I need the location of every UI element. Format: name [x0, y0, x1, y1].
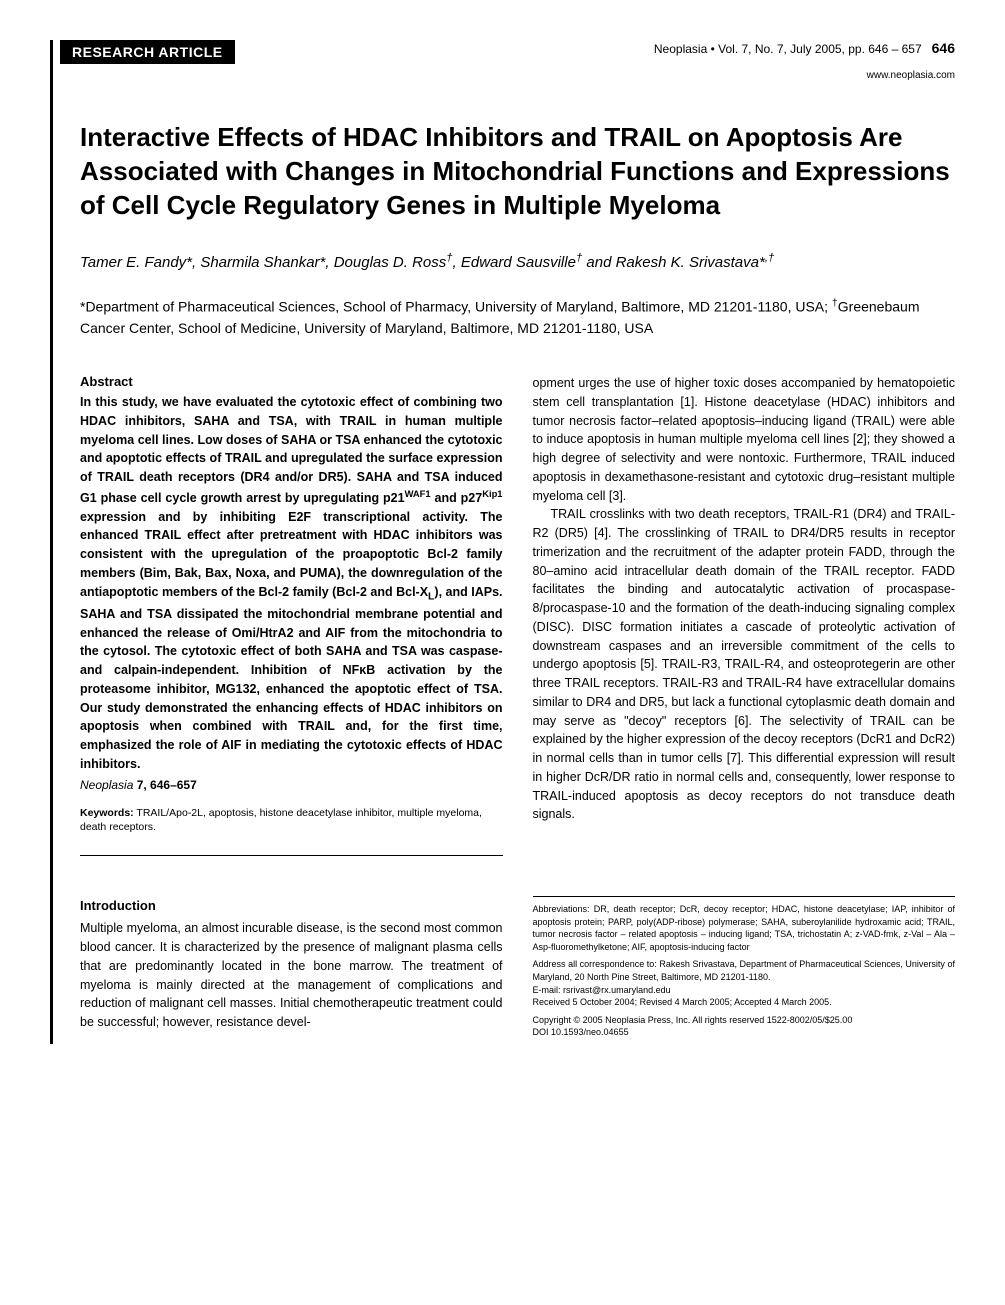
left-vertical-rule — [50, 40, 53, 1044]
body-paragraph-2: TRAIL crosslinks with two death receptor… — [533, 505, 956, 824]
abstract-divider — [80, 855, 503, 856]
affiliations: *Department of Pharmaceutical Sciences, … — [80, 296, 955, 339]
abstract-citation: Neoplasia 7, 646–657 — [80, 778, 503, 792]
left-column: Abstract In this study, we have evaluate… — [80, 374, 503, 856]
journal-citation: Neoplasia • Vol. 7, No. 7, July 2005, pp… — [654, 40, 955, 56]
body-paragraph-1: opment urges the use of higher toxic dos… — [533, 374, 956, 505]
keywords-label: Keywords: — [80, 807, 134, 819]
introduction-heading: Introduction — [80, 896, 503, 916]
abstract-heading: Abstract — [80, 374, 503, 389]
bullet-separator: • — [711, 42, 715, 56]
footnote-block: Abbreviations: DR, death receptor; DcR, … — [533, 896, 956, 1039]
received-text: Received 5 October 2004; Revised 4 March… — [533, 997, 832, 1007]
authors-list: Tamer E. Fandy*, Sharmila Shankar*, Doug… — [80, 252, 955, 271]
intro-right-column: Abbreviations: DR, death receptor; DcR, … — [533, 896, 956, 1044]
copyright-text: Copyright © 2005 Neoplasia Press, Inc. A… — [533, 1015, 853, 1025]
authors-text: Tamer E. Fandy*, Sharmila Shankar*, Doug… — [80, 254, 774, 271]
abbreviations: Abbreviations: DR, death receptor; DcR, … — [533, 903, 956, 953]
correspondence-text: Address all correspondence to: Rakesh Sr… — [533, 959, 956, 982]
doi-text: DOI 10.1593/neo.04655 — [533, 1027, 629, 1037]
correspondence: Address all correspondence to: Rakesh Sr… — [533, 958, 956, 1008]
copyright-block: Copyright © 2005 Neoplasia Press, Inc. A… — [533, 1014, 956, 1039]
abstract-text: In this study, we have evaluated the cyt… — [80, 393, 503, 774]
journal-name: Neoplasia — [654, 42, 707, 56]
introduction-text: Multiple myeloma, an almost incurable di… — [80, 919, 503, 1032]
citation-pages: 7, 646–657 — [137, 778, 197, 792]
research-article-badge: RESEARCH ARTICLE — [60, 40, 235, 64]
intro-left-column: Introduction Multiple myeloma, an almost… — [80, 896, 503, 1044]
header-row: RESEARCH ARTICLE Neoplasia • Vol. 7, No.… — [60, 40, 955, 64]
volume-info: Vol. 7, No. 7, July 2005, pp. 646 – 657 — [718, 42, 921, 56]
keywords-block: Keywords: TRAIL/Apo-2L, apoptosis, histo… — [80, 806, 503, 835]
keywords-text: TRAIL/Apo-2L, apoptosis, histone deacety… — [80, 807, 482, 834]
main-two-column: Abstract In this study, we have evaluate… — [80, 374, 955, 856]
page-number: 646 — [932, 40, 955, 56]
citation-journal: Neoplasia — [80, 778, 133, 792]
email-text: E-mail: rsrivast@rx.umaryland.edu — [533, 985, 671, 995]
right-column: opment urges the use of higher toxic dos… — [533, 374, 956, 856]
article-title: Interactive Effects of HDAC Inhibitors a… — [80, 121, 955, 222]
website-url: www.neoplasia.com — [60, 70, 955, 81]
intro-two-column: Introduction Multiple myeloma, an almost… — [80, 896, 955, 1044]
